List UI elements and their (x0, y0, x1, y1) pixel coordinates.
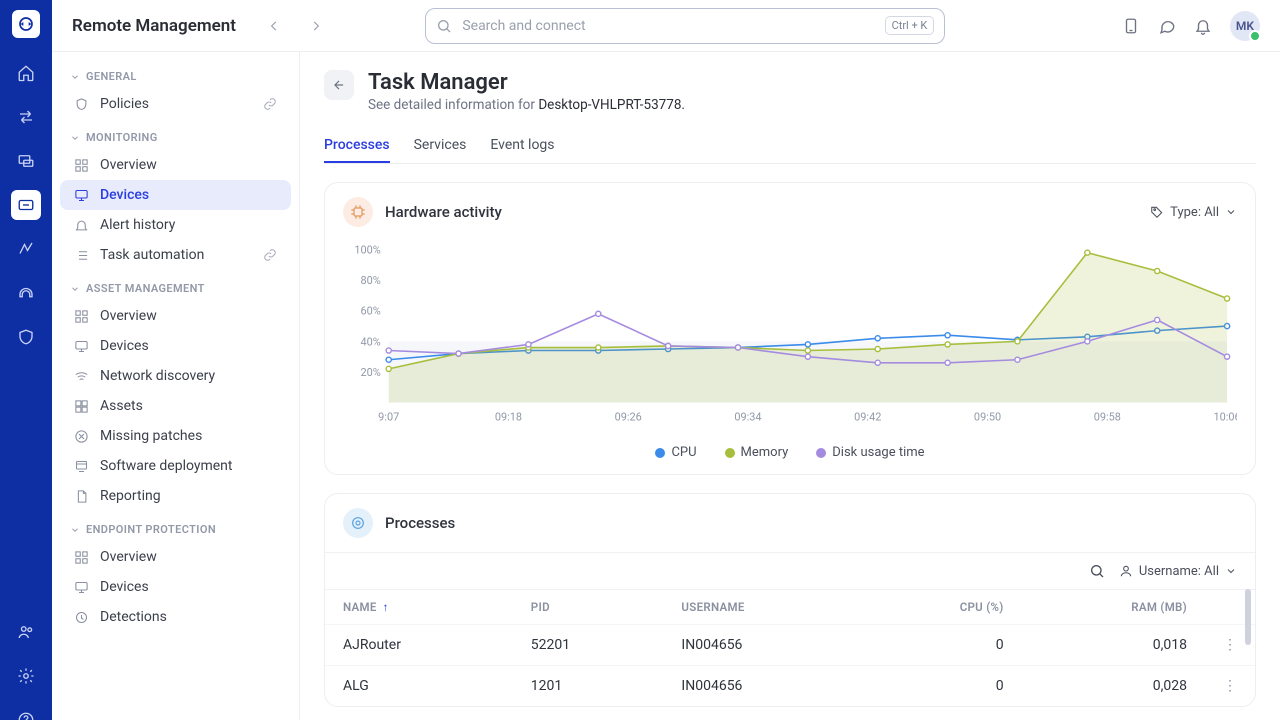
col-pid[interactable]: PID (513, 590, 664, 625)
content-pane: Task Manager See detailed information fo… (300, 52, 1280, 720)
rail-settings-icon[interactable] (11, 661, 41, 691)
search-input[interactable] (462, 18, 874, 34)
hardware-activity-card: Hardware activity Type: All 20% 40% 60% 80%… (324, 182, 1256, 475)
user-icon (1119, 564, 1133, 578)
rail-workflow-icon[interactable] (11, 234, 41, 264)
tag-icon (1150, 205, 1164, 219)
col-name[interactable]: NAME↑ (325, 590, 513, 625)
sidebar-item-overview[interactable]: Overview (60, 150, 291, 180)
svg-text:20%: 20% (360, 366, 380, 379)
col-ram-mb-[interactable]: RAM (MB) (1022, 590, 1205, 625)
svg-text:09:18: 09:18 (495, 410, 522, 423)
rail-transfer-icon[interactable] (11, 102, 41, 132)
row-actions-icon[interactable]: ⋮ (1205, 666, 1255, 707)
scrollbar[interactable] (1245, 589, 1251, 645)
rail-users-icon[interactable] (11, 617, 41, 647)
rail-help-icon[interactable] (11, 705, 41, 720)
sidebar-item-devices[interactable]: Devices (60, 180, 291, 210)
page-subtitle: See detailed information for Desktop-VHL… (368, 97, 685, 113)
legend-item[interactable]: Disk usage time (816, 445, 924, 460)
tabs: Processes Services Event logs (324, 129, 1256, 164)
rail-remote-mgmt-icon[interactable] (11, 190, 41, 220)
tab-processes[interactable]: Processes (324, 129, 390, 163)
search-box[interactable]: Ctrl + K (425, 8, 945, 44)
svg-text:09:50: 09:50 (974, 410, 1001, 423)
search-shortcut: Ctrl + K (885, 16, 935, 35)
sidebar-item-missing-patches[interactable]: Missing patches (60, 421, 291, 451)
svg-text:10:06: 10:06 (1213, 410, 1237, 423)
rail-devices-icon[interactable] (11, 146, 41, 176)
notifications-icon[interactable] (1194, 17, 1212, 35)
processes-card-title: Processes (385, 514, 455, 532)
chevron-down-icon (1225, 206, 1237, 218)
user-avatar[interactable]: MK (1230, 11, 1260, 41)
sidebar-item-reporting[interactable]: Reporting (60, 481, 291, 511)
col-cpu-[interactable]: CPU (%) (862, 590, 1022, 625)
app-title: Remote Management (72, 16, 236, 36)
nav-rail (0, 0, 52, 720)
sidebar-item-assets[interactable]: Assets (60, 391, 291, 421)
cpu-icon (343, 197, 373, 227)
legend-item[interactable]: Memory (725, 445, 789, 460)
svg-text:9:07: 9:07 (378, 410, 399, 423)
table-row[interactable]: ALG1201IN004656 00,028 ⋮ (325, 666, 1255, 707)
svg-text:100%: 100% (354, 244, 380, 257)
svg-text:60%: 60% (360, 305, 380, 318)
processes-card: Processes Username: All NAME↑PIDUSERNAME… (324, 493, 1256, 707)
process-icon (343, 508, 373, 538)
sidebar-item-overview[interactable]: Overview (60, 301, 291, 331)
rail-home-icon[interactable] (11, 58, 41, 88)
svg-text:09:26: 09:26 (615, 410, 642, 423)
svg-text:09:58: 09:58 (1094, 410, 1121, 423)
username-filter-dropdown[interactable]: Username: All (1119, 564, 1237, 579)
sidebar-item-devices[interactable]: Devices (60, 331, 291, 361)
sidebar-section-header[interactable]: MONITORING (60, 125, 291, 150)
svg-text:40%: 40% (360, 335, 380, 348)
svg-text:80%: 80% (360, 274, 380, 287)
sidebar-section-header[interactable]: GENERAL (60, 64, 291, 89)
sidebar-item-alert-history[interactable]: Alert history (60, 210, 291, 240)
topbar: Remote Management Ctrl + K MK (52, 0, 1280, 52)
tab-services[interactable]: Services (414, 129, 467, 163)
col-username[interactable]: USERNAME (663, 590, 861, 625)
sidebar-item-devices[interactable]: Devices (60, 572, 291, 602)
legend-item[interactable]: CPU (655, 445, 696, 460)
chevron-down-icon (1225, 565, 1237, 577)
nav-forward-button[interactable] (302, 12, 330, 40)
page-back-button[interactable] (324, 70, 354, 100)
sidebar-item-policies[interactable]: Policies (60, 89, 291, 119)
svg-text:09:34: 09:34 (734, 410, 761, 423)
app-logo[interactable] (12, 10, 40, 38)
sidebar-item-task-automation[interactable]: Task automation (60, 240, 291, 270)
table-row[interactable]: AJRouter52201IN004656 00,018 ⋮ (325, 625, 1255, 666)
sidebar-item-overview[interactable]: Overview (60, 542, 291, 572)
rail-support-icon[interactable] (11, 278, 41, 308)
sidebar-item-network-discovery[interactable]: Network discovery (60, 361, 291, 391)
nav-back-button[interactable] (260, 12, 288, 40)
sidebar-item-software-deployment[interactable]: Software deployment (60, 451, 291, 481)
search-icon (436, 18, 452, 34)
sidebar-section-header[interactable]: ASSET MANAGEMENT (60, 276, 291, 301)
page-title: Task Manager (368, 70, 685, 95)
chart-legend: CPU Memory Disk usage time (325, 441, 1255, 474)
svg-text:09:42: 09:42 (854, 410, 881, 423)
chat-icon[interactable] (1158, 17, 1176, 35)
hardware-card-title: Hardware activity (385, 203, 502, 221)
sidebar: GENERALPoliciesMONITORINGOverviewDevices… (52, 52, 300, 720)
type-filter-dropdown[interactable]: Type: All (1150, 205, 1237, 220)
device-quick-icon[interactable] (1122, 17, 1140, 35)
activity-chart: 20% 40% 60% 80% 100% 9:07 09:18 09:26 09:34 09:42… (343, 241, 1237, 431)
sidebar-item-detections[interactable]: Detections (60, 602, 291, 632)
rail-security-icon[interactable] (11, 322, 41, 352)
sidebar-section-header[interactable]: ENDPOINT PROTECTION (60, 517, 291, 542)
processes-table: NAME↑PIDUSERNAMECPU (%)RAM (MB) AJRouter… (325, 589, 1255, 706)
table-search-icon[interactable] (1089, 563, 1105, 579)
tab-event-logs[interactable]: Event logs (490, 129, 554, 163)
